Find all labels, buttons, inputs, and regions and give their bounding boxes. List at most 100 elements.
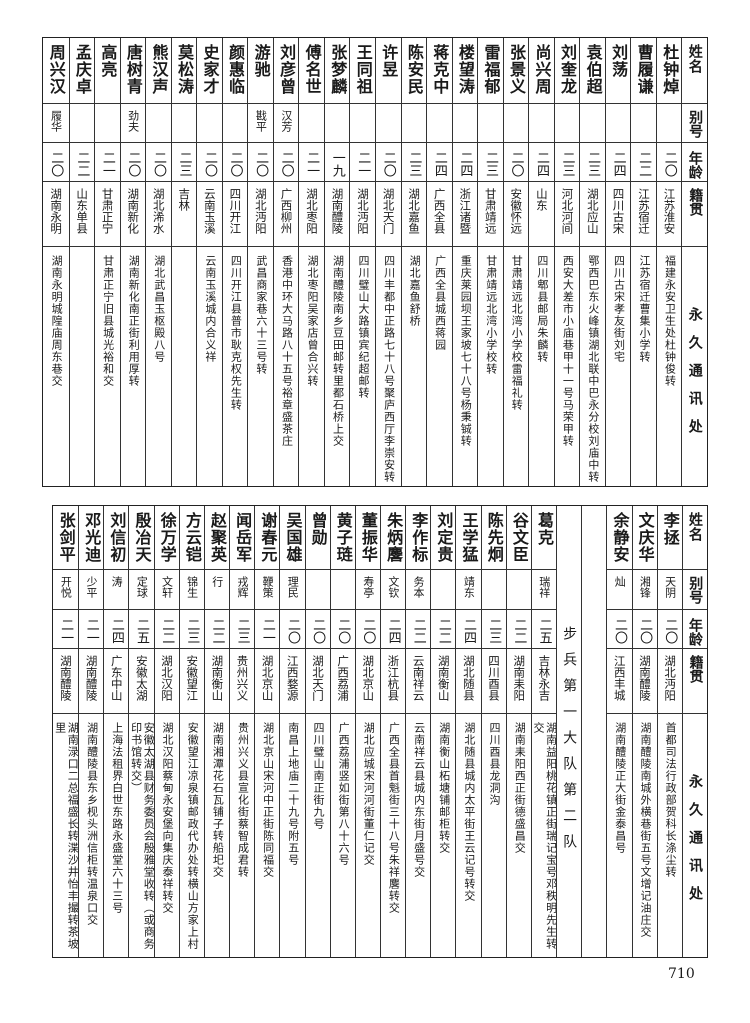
header-name-cell: 姓名 bbox=[683, 506, 707, 569]
alias-text: 锦生 bbox=[185, 576, 199, 598]
address-text: 福建永安卫生处杜钟俊转 bbox=[663, 255, 677, 387]
origin-cell: 湖南醴陵 bbox=[632, 648, 657, 713]
origin-cell: 广西荔浦 bbox=[330, 648, 355, 713]
person-column: 高亮 二一 甘肃正宁 甘肃正宁旧县城光裕和交 bbox=[94, 38, 120, 486]
name-text: 尚兴周 bbox=[532, 44, 552, 95]
origin-cell: 湖北应山 bbox=[580, 181, 605, 246]
address-cell: 甘肃正宁旧县城光裕和交 bbox=[95, 246, 120, 488]
age-text: 二三 bbox=[559, 151, 575, 177]
person-column: 殷冶天 定球 二五 安徽太湖 安徽太湖县财务委员会殷雅堂收转（或商务印书馆转交） bbox=[128, 506, 154, 957]
age-text: 二三 bbox=[176, 151, 192, 177]
age-text: 二一 bbox=[83, 618, 99, 644]
name-cell: 余静安 bbox=[607, 506, 631, 569]
address-text: 湖南耒阳西正街德盛昌交 bbox=[513, 722, 527, 854]
person-column: 刘奎龙 二三 河北河间 西安大差市小庙巷甲十一号马荣甲转 bbox=[553, 38, 580, 488]
address-cell: 湖南湘潭花石瓦铺子转船圯交 bbox=[204, 713, 230, 959]
address-cell: 西安大差市小庙巷甲十一号马荣甲转 bbox=[554, 246, 580, 488]
name-cell: 杜钟焯 bbox=[657, 38, 682, 103]
origin-cell: 湖南新化 bbox=[120, 181, 146, 246]
address-text: 永久通讯处 bbox=[686, 774, 703, 914]
origin-cell: 安徽望江 bbox=[179, 648, 204, 713]
address-text: 贵州兴义县宣化街蔡智成君转 bbox=[236, 722, 250, 878]
name-text: 陈先炯 bbox=[484, 512, 504, 563]
name-text: 吴国雄 bbox=[283, 512, 303, 563]
alias-text: 瑞祥 bbox=[537, 576, 551, 598]
age-cell: 二四 bbox=[104, 609, 129, 648]
person-column: 莫松涛 二三 吉林 bbox=[170, 38, 197, 486]
age-text: 二四 bbox=[461, 618, 477, 644]
header-age-cell: 年龄 bbox=[682, 142, 707, 181]
age-text: 二四 bbox=[385, 618, 401, 644]
header-alias-cell: 别号 bbox=[682, 103, 707, 142]
address-cell bbox=[69, 246, 95, 488]
origin-text: 江苏淮安 bbox=[662, 188, 677, 234]
origin-cell: 云南玉溪 bbox=[197, 181, 222, 246]
alias-cell: 瑞祥 bbox=[531, 569, 557, 609]
alias-cell bbox=[330, 569, 355, 609]
origin-text: 浙江诸暨 bbox=[458, 188, 473, 234]
name-cell: 李拯 bbox=[658, 506, 682, 569]
section-label-text: 步兵第一大队第二队 bbox=[561, 626, 578, 860]
name-text: 殷冶天 bbox=[132, 512, 152, 563]
person-column: 刘荡 二四 四川古宋 四川古宋孝友街刘宅 bbox=[604, 38, 631, 486]
address-text: 湖北京山宋河中正街陈同福交 bbox=[261, 722, 275, 878]
age-cell: 二〇 bbox=[503, 142, 529, 181]
name-text: 刘定贵 bbox=[434, 512, 454, 563]
address-text: 湖北枣阳吴家店曾合兴转 bbox=[305, 255, 319, 387]
name-text: 文庆华 bbox=[635, 512, 655, 563]
alias-cell bbox=[554, 103, 580, 142]
age-cell: 一九 bbox=[324, 142, 350, 181]
origin-cell: 甘肃正宁 bbox=[95, 181, 120, 246]
address-text: 湖南醴陵正大街金泰昌号 bbox=[613, 722, 627, 854]
name-text: 邓光迪 bbox=[82, 512, 102, 563]
address-cell: 云南玉溪城内合义祥 bbox=[197, 246, 222, 488]
age-text: 二三 bbox=[234, 618, 250, 644]
age-cell: 二〇 bbox=[222, 142, 248, 181]
origin-cell: 湖北沔阳 bbox=[657, 648, 682, 713]
person-column: 文庆华 湘锋 二〇 湖南醴陵 湖南醴陵南城外横巷街五号文增记油庄交 bbox=[631, 506, 657, 957]
origin-text: 四川古宋 bbox=[611, 188, 626, 234]
age-text: 二〇 bbox=[278, 151, 294, 177]
address-text: 四川古宋孝友街刘宅 bbox=[612, 255, 626, 363]
alias-cell: 定球 bbox=[129, 569, 154, 609]
age-cell: 二一 bbox=[255, 609, 280, 648]
alias-cell bbox=[481, 569, 506, 609]
name-cell: 文庆华 bbox=[633, 506, 657, 569]
name-text: 闻岳军 bbox=[233, 512, 253, 563]
address-text: 首都司法行政部贺科长涤尘转 bbox=[664, 722, 678, 878]
age-text: 二一 bbox=[99, 151, 115, 177]
alias-cell: 行 bbox=[204, 569, 230, 609]
age-cell: 二三 bbox=[179, 609, 204, 648]
age-cell: 二四 bbox=[427, 142, 452, 181]
age-text: 二〇 bbox=[150, 151, 166, 177]
name-text: 王学猛 bbox=[459, 512, 479, 563]
age-cell: 二一 bbox=[95, 142, 120, 181]
address-text: 湖南益阳桃花镇正街瑞记宝号邓秩明先生转交 bbox=[532, 722, 557, 950]
age-cell: 二一 bbox=[350, 142, 375, 181]
person-column: 李拯 天阴 二〇 湖北沔阳 首都司法行政部贺科长涤尘转 bbox=[656, 506, 682, 957]
origin-text: 安徽怀远 bbox=[509, 188, 524, 234]
age-text: 二〇 bbox=[380, 151, 396, 177]
age-text: 二四 bbox=[457, 151, 473, 177]
alias-cell bbox=[631, 103, 656, 142]
person-column: 游驰 戡平 二〇 湖北沔阳 武昌商家巷六十三号转 bbox=[247, 38, 273, 486]
person-column: 闻岳军 戎辉 二三 贵州兴义 贵州兴义县宣化街蔡智成君转 bbox=[229, 506, 255, 957]
person-column: 葛克 瑞祥 二五 吉林永吉 湖南益阳桃花镇正街瑞记宝号邓秩明先生转交 bbox=[530, 506, 557, 957]
age-text: 二二 bbox=[511, 618, 527, 644]
origin-text: 四川开江 bbox=[228, 188, 243, 234]
origin-text: 湖南衡山 bbox=[436, 655, 451, 701]
age-cell: 二三 bbox=[230, 609, 255, 648]
address-cell: 湖南永明城隍庙周东巷交 bbox=[43, 246, 69, 488]
age-text: 二〇 bbox=[661, 151, 677, 177]
name-cell: 熊汉声 bbox=[146, 38, 171, 103]
origin-text: 湖南醴陵 bbox=[84, 655, 99, 701]
age-cell: 二三 bbox=[401, 142, 427, 181]
origin-cell: 湖北京山 bbox=[255, 648, 280, 713]
origin-cell: 湖南耒阳 bbox=[506, 648, 531, 713]
origin-cell: 湖北天门 bbox=[305, 648, 330, 713]
age-text: 二〇 bbox=[227, 151, 243, 177]
alias-cell: 戎辉 bbox=[230, 569, 255, 609]
name-cell: 邓光迪 bbox=[79, 506, 103, 569]
origin-text: 籍贯 bbox=[687, 188, 704, 216]
alias-cell: 天阴 bbox=[657, 569, 682, 609]
